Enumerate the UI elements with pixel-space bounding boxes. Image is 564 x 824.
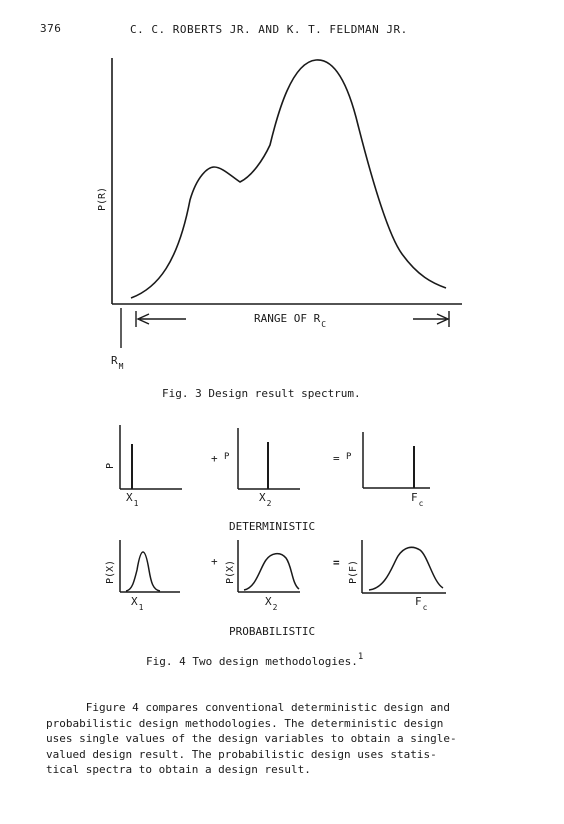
page-number: 376 bbox=[40, 22, 62, 35]
prob1-curve bbox=[125, 551, 161, 592]
prob1-x-label: X1 bbox=[131, 595, 143, 612]
det1-x-sub: 1 bbox=[133, 499, 139, 508]
prob-plus-sign: + bbox=[211, 555, 218, 568]
fig3-rm-label: RM bbox=[111, 354, 123, 371]
fig3-range-right-arrow bbox=[436, 313, 450, 325]
fig3-x-label: RANGE OF RC bbox=[254, 312, 326, 329]
det2-x-sub: 2 bbox=[266, 499, 272, 508]
prob3-y-label: P(F) bbox=[348, 560, 359, 584]
det1-y-label: P bbox=[105, 463, 116, 469]
det3-x-label: Fc bbox=[411, 491, 423, 508]
fig4-caption: Fig. 4 Two design methodologies.1 bbox=[146, 652, 364, 668]
det3-x-sub: c bbox=[418, 499, 424, 508]
body-paragraph: Figure 4 compares conventional determini… bbox=[46, 700, 516, 778]
fig3-plot bbox=[111, 58, 462, 348]
det3-x-main: F bbox=[411, 491, 418, 504]
body-line: Figure 4 compares conventional determini… bbox=[46, 701, 450, 714]
prob1-x-main: X bbox=[131, 595, 138, 608]
fig3-rm-sub: M bbox=[118, 362, 124, 371]
det1-x-label: X1 bbox=[126, 491, 138, 508]
fig3-caption: Fig. 3 Design result spectrum. bbox=[162, 387, 361, 400]
body-line: probabilistic design methodologies. The … bbox=[46, 716, 444, 730]
prob3-x-sub: c bbox=[422, 603, 428, 612]
det-plus-sign: + bbox=[211, 452, 218, 465]
fig3-spectrum-curve bbox=[130, 59, 447, 299]
fig4-deterministic-plots bbox=[119, 425, 430, 490]
probabilistic-title: PROBABILISTIC bbox=[229, 625, 316, 638]
prob2-x-label: X2 bbox=[265, 595, 277, 612]
deterministic-title: DETERMINISTIC bbox=[229, 520, 316, 533]
body-line: tical spectra to obtain a design result. bbox=[46, 763, 311, 777]
det1-x-main: X bbox=[126, 491, 133, 504]
fig4-caption-superscript: 1 bbox=[357, 652, 364, 662]
prob-equals-sign: = bbox=[333, 556, 340, 569]
prob3-x-label: Fc bbox=[415, 595, 427, 612]
fig4-caption-text: Fig. 4 Two design methodologies. bbox=[146, 655, 358, 668]
prob2-curve bbox=[243, 552, 300, 591]
det2-p-label: P bbox=[224, 452, 230, 462]
det2-x-label: X2 bbox=[259, 491, 271, 508]
prob1-y-label: P(X) bbox=[105, 560, 116, 584]
det2-x-main: X bbox=[259, 491, 266, 504]
prob3-x-main: F bbox=[415, 595, 422, 608]
prob2-x-sub: 2 bbox=[272, 603, 278, 612]
prob2-y-label: P(X) bbox=[225, 560, 236, 584]
body-line: valued design result. The probabilistic … bbox=[46, 747, 437, 761]
fig3-y-label: P(R) bbox=[97, 187, 108, 211]
prob1-x-sub: 1 bbox=[138, 603, 144, 612]
fig3-rm-main: R bbox=[111, 354, 118, 367]
prob2-x-main: X bbox=[265, 595, 272, 608]
fig3-x-label-sub: C bbox=[321, 320, 327, 329]
running-title: C. C. ROBERTS JR. AND K. T. FELDMAN JR. bbox=[130, 23, 408, 36]
det3-p-label: P bbox=[346, 452, 352, 462]
body-line: uses single values of the design variabl… bbox=[46, 732, 457, 746]
fig3-x-label-main: RANGE OF R bbox=[254, 312, 321, 325]
fig3-range-left-arrow bbox=[136, 313, 150, 325]
det-equals-sign: = bbox=[333, 452, 340, 465]
prob3-curve bbox=[368, 546, 444, 591]
fig4-probabilistic-plots bbox=[119, 540, 446, 594]
